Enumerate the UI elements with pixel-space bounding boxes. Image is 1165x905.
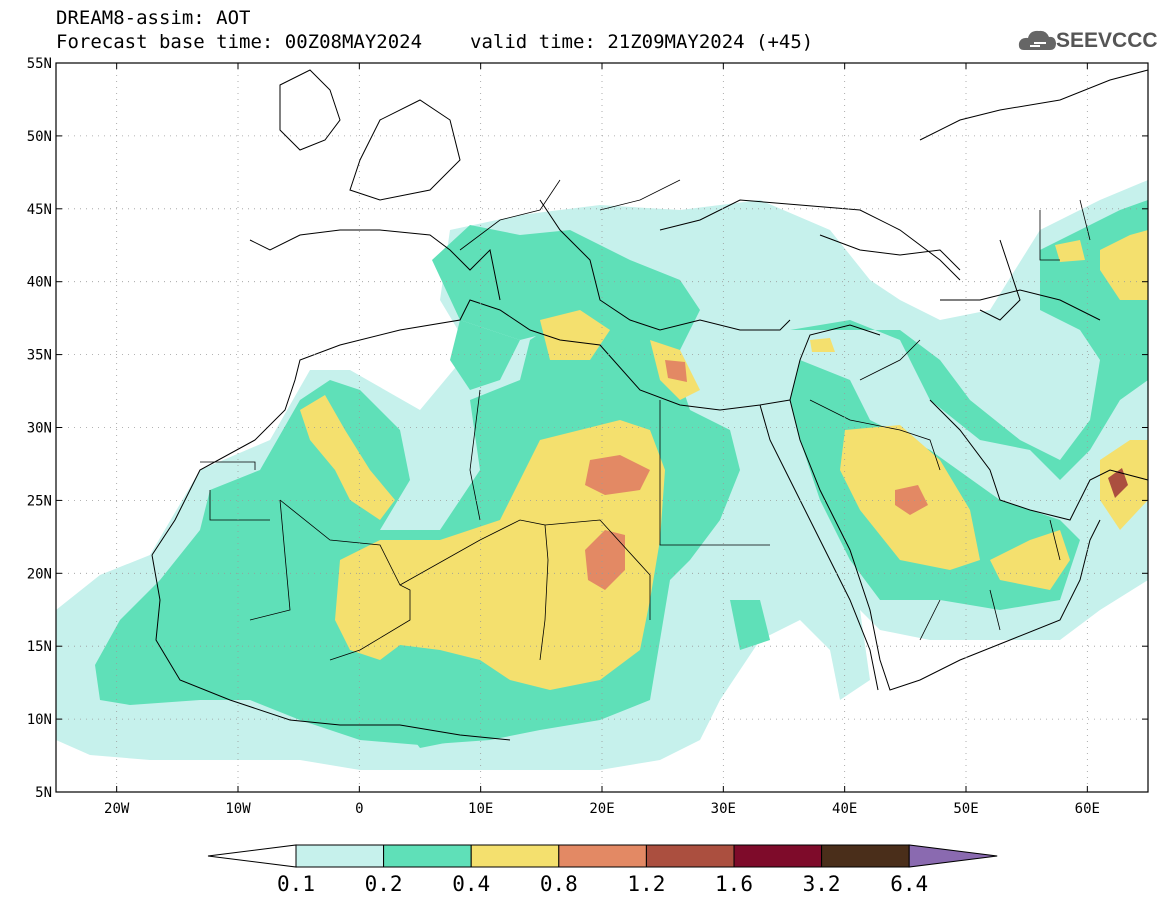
lat-label: 15N: [27, 639, 52, 655]
lat-label: 45N: [27, 202, 52, 218]
colorbar-segment: [821, 844, 910, 868]
colorbar-label: 3.2: [803, 872, 841, 896]
latitude-axis: 55N 50N 45N 40N 35N 30N 25N 20N 15N 10N 5N: [27, 56, 1148, 801]
colorbar: 0.1 0.2 0.4 0.8 1.2 1.6 3.2 6.4: [207, 844, 998, 896]
valid-time: valid time: 21Z09MAY2024 (+45): [470, 31, 814, 53]
graticule: [56, 63, 1148, 792]
colorbar-label: 1.2: [627, 872, 665, 896]
lat-label: 25N: [27, 493, 52, 509]
lon-label: 0: [355, 801, 363, 817]
lat-label: 30N: [27, 421, 52, 437]
logo-text: SEEVCCC: [1056, 29, 1158, 52]
map-title: DREAM8-assim: AOT: [56, 7, 251, 29]
aot-field: [56, 69, 1148, 770]
colorbar-label: 0.2: [365, 872, 403, 896]
cloud-icon: [1018, 30, 1056, 50]
colorbar-segment: [295, 844, 385, 868]
lat-label: 55N: [27, 56, 52, 72]
lon-label: 40E: [832, 801, 857, 817]
lat-label: 10N: [27, 712, 52, 728]
lat-label: 20N: [27, 566, 52, 582]
lat-label: 35N: [27, 348, 52, 364]
colorbar-label: 0.4: [452, 872, 490, 896]
country-borders: [200, 179, 1091, 661]
colorbar-arrow-right: [908, 844, 998, 868]
lon-label: 10E: [468, 801, 493, 817]
map-subtitle: Forecast base time: 00Z08MAY2024 valid ti…: [56, 32, 813, 52]
lon-label: 20W: [104, 801, 130, 817]
colorbar-segment: [383, 844, 472, 868]
colorbar-arrow-left: [207, 844, 297, 868]
lat-label: 40N: [27, 275, 52, 291]
lon-label: 60E: [1075, 801, 1100, 817]
colorbar-label: 0.8: [540, 872, 578, 896]
lon-label: 10W: [225, 801, 251, 817]
lat-label: 50N: [27, 129, 52, 145]
colorbar-segment: [558, 844, 647, 868]
colorbar-label: 6.4: [890, 872, 928, 896]
colorbar-segment: [470, 844, 560, 868]
aot-level-0-8: [585, 360, 928, 590]
colorbar-label: 0.1: [277, 872, 315, 896]
lon-label: 20E: [589, 801, 614, 817]
forecast-base-time: Forecast base time: 00Z08MAY2024: [56, 31, 423, 53]
lon-label: 30E: [711, 801, 736, 817]
colorbar-label: 1.6: [715, 872, 753, 896]
lat-label: 5N: [35, 785, 52, 801]
lon-label: 50E: [953, 801, 978, 817]
colorbar-segment: [645, 844, 735, 868]
aot-level-1-2: [1108, 468, 1128, 498]
colorbar-segment: [733, 844, 823, 868]
longitude-axis: 20W 10W 0 10E 20E 30E 40E 50E 60E: [104, 63, 1100, 817]
